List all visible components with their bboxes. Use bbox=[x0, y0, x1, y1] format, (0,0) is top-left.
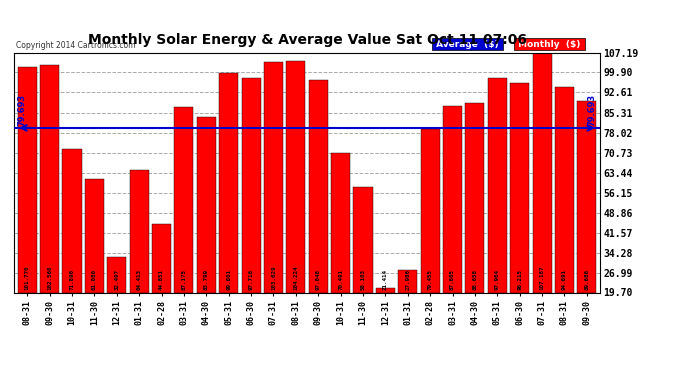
Bar bbox=[85, 179, 104, 292]
Bar bbox=[466, 104, 484, 292]
Text: 102.560: 102.560 bbox=[47, 266, 52, 290]
Text: 104.224: 104.224 bbox=[293, 266, 298, 290]
Text: 96.215: 96.215 bbox=[518, 269, 522, 290]
Text: 64.413: 64.413 bbox=[137, 269, 141, 290]
Bar bbox=[488, 78, 507, 292]
Bar bbox=[555, 87, 574, 292]
Bar bbox=[63, 149, 81, 292]
Text: 44.851: 44.851 bbox=[159, 269, 164, 290]
Text: 94.691: 94.691 bbox=[562, 269, 567, 290]
Text: 87.605: 87.605 bbox=[450, 269, 455, 290]
Text: 89.686: 89.686 bbox=[584, 269, 589, 290]
Text: 71.890: 71.890 bbox=[70, 269, 75, 290]
Text: 101.770: 101.770 bbox=[25, 266, 30, 290]
Text: 88.658: 88.658 bbox=[473, 269, 477, 290]
Text: 79.693: 79.693 bbox=[17, 94, 26, 126]
Text: 27.986: 27.986 bbox=[405, 269, 411, 290]
Bar bbox=[510, 82, 529, 292]
Bar bbox=[197, 117, 216, 292]
Text: 58.103: 58.103 bbox=[360, 269, 366, 290]
Text: 79.455: 79.455 bbox=[428, 269, 433, 290]
Bar bbox=[40, 65, 59, 292]
Bar bbox=[286, 61, 306, 292]
Bar bbox=[443, 106, 462, 292]
Text: 70.491: 70.491 bbox=[338, 269, 343, 290]
Text: 87.175: 87.175 bbox=[181, 269, 186, 290]
Bar bbox=[264, 62, 283, 292]
Text: 97.716: 97.716 bbox=[248, 269, 254, 290]
Bar bbox=[152, 224, 171, 292]
Text: Copyright 2014 Cartronics.com: Copyright 2014 Cartronics.com bbox=[16, 40, 135, 50]
Text: 79.693: 79.693 bbox=[588, 94, 597, 126]
Bar bbox=[308, 80, 328, 292]
Bar bbox=[578, 100, 596, 292]
Text: 107.187: 107.187 bbox=[540, 266, 544, 290]
Bar bbox=[353, 187, 373, 292]
Title: Monthly Solar Energy & Average Value Sat Oct 11 07:06: Monthly Solar Energy & Average Value Sat… bbox=[88, 33, 526, 47]
Bar bbox=[331, 153, 350, 292]
Text: 32.497: 32.497 bbox=[115, 269, 119, 290]
Bar bbox=[241, 78, 261, 292]
Bar bbox=[130, 170, 148, 292]
Text: 99.601: 99.601 bbox=[226, 269, 231, 290]
Bar bbox=[533, 53, 551, 292]
Bar bbox=[18, 68, 37, 292]
Bar bbox=[107, 257, 126, 292]
Text: 97.964: 97.964 bbox=[495, 269, 500, 290]
Bar bbox=[376, 288, 395, 292]
Bar bbox=[175, 107, 193, 292]
Bar bbox=[398, 270, 417, 292]
Text: 21.414: 21.414 bbox=[383, 269, 388, 290]
Bar bbox=[219, 74, 238, 292]
Bar bbox=[421, 129, 440, 292]
Text: 97.048: 97.048 bbox=[316, 269, 321, 290]
Text: 83.799: 83.799 bbox=[204, 269, 209, 290]
Text: 61.080: 61.080 bbox=[92, 269, 97, 290]
Text: Monthly  (\$): Monthly (\$) bbox=[515, 40, 584, 49]
Text: 103.629: 103.629 bbox=[271, 266, 276, 290]
Text: Average  (\$): Average (\$) bbox=[433, 40, 502, 49]
